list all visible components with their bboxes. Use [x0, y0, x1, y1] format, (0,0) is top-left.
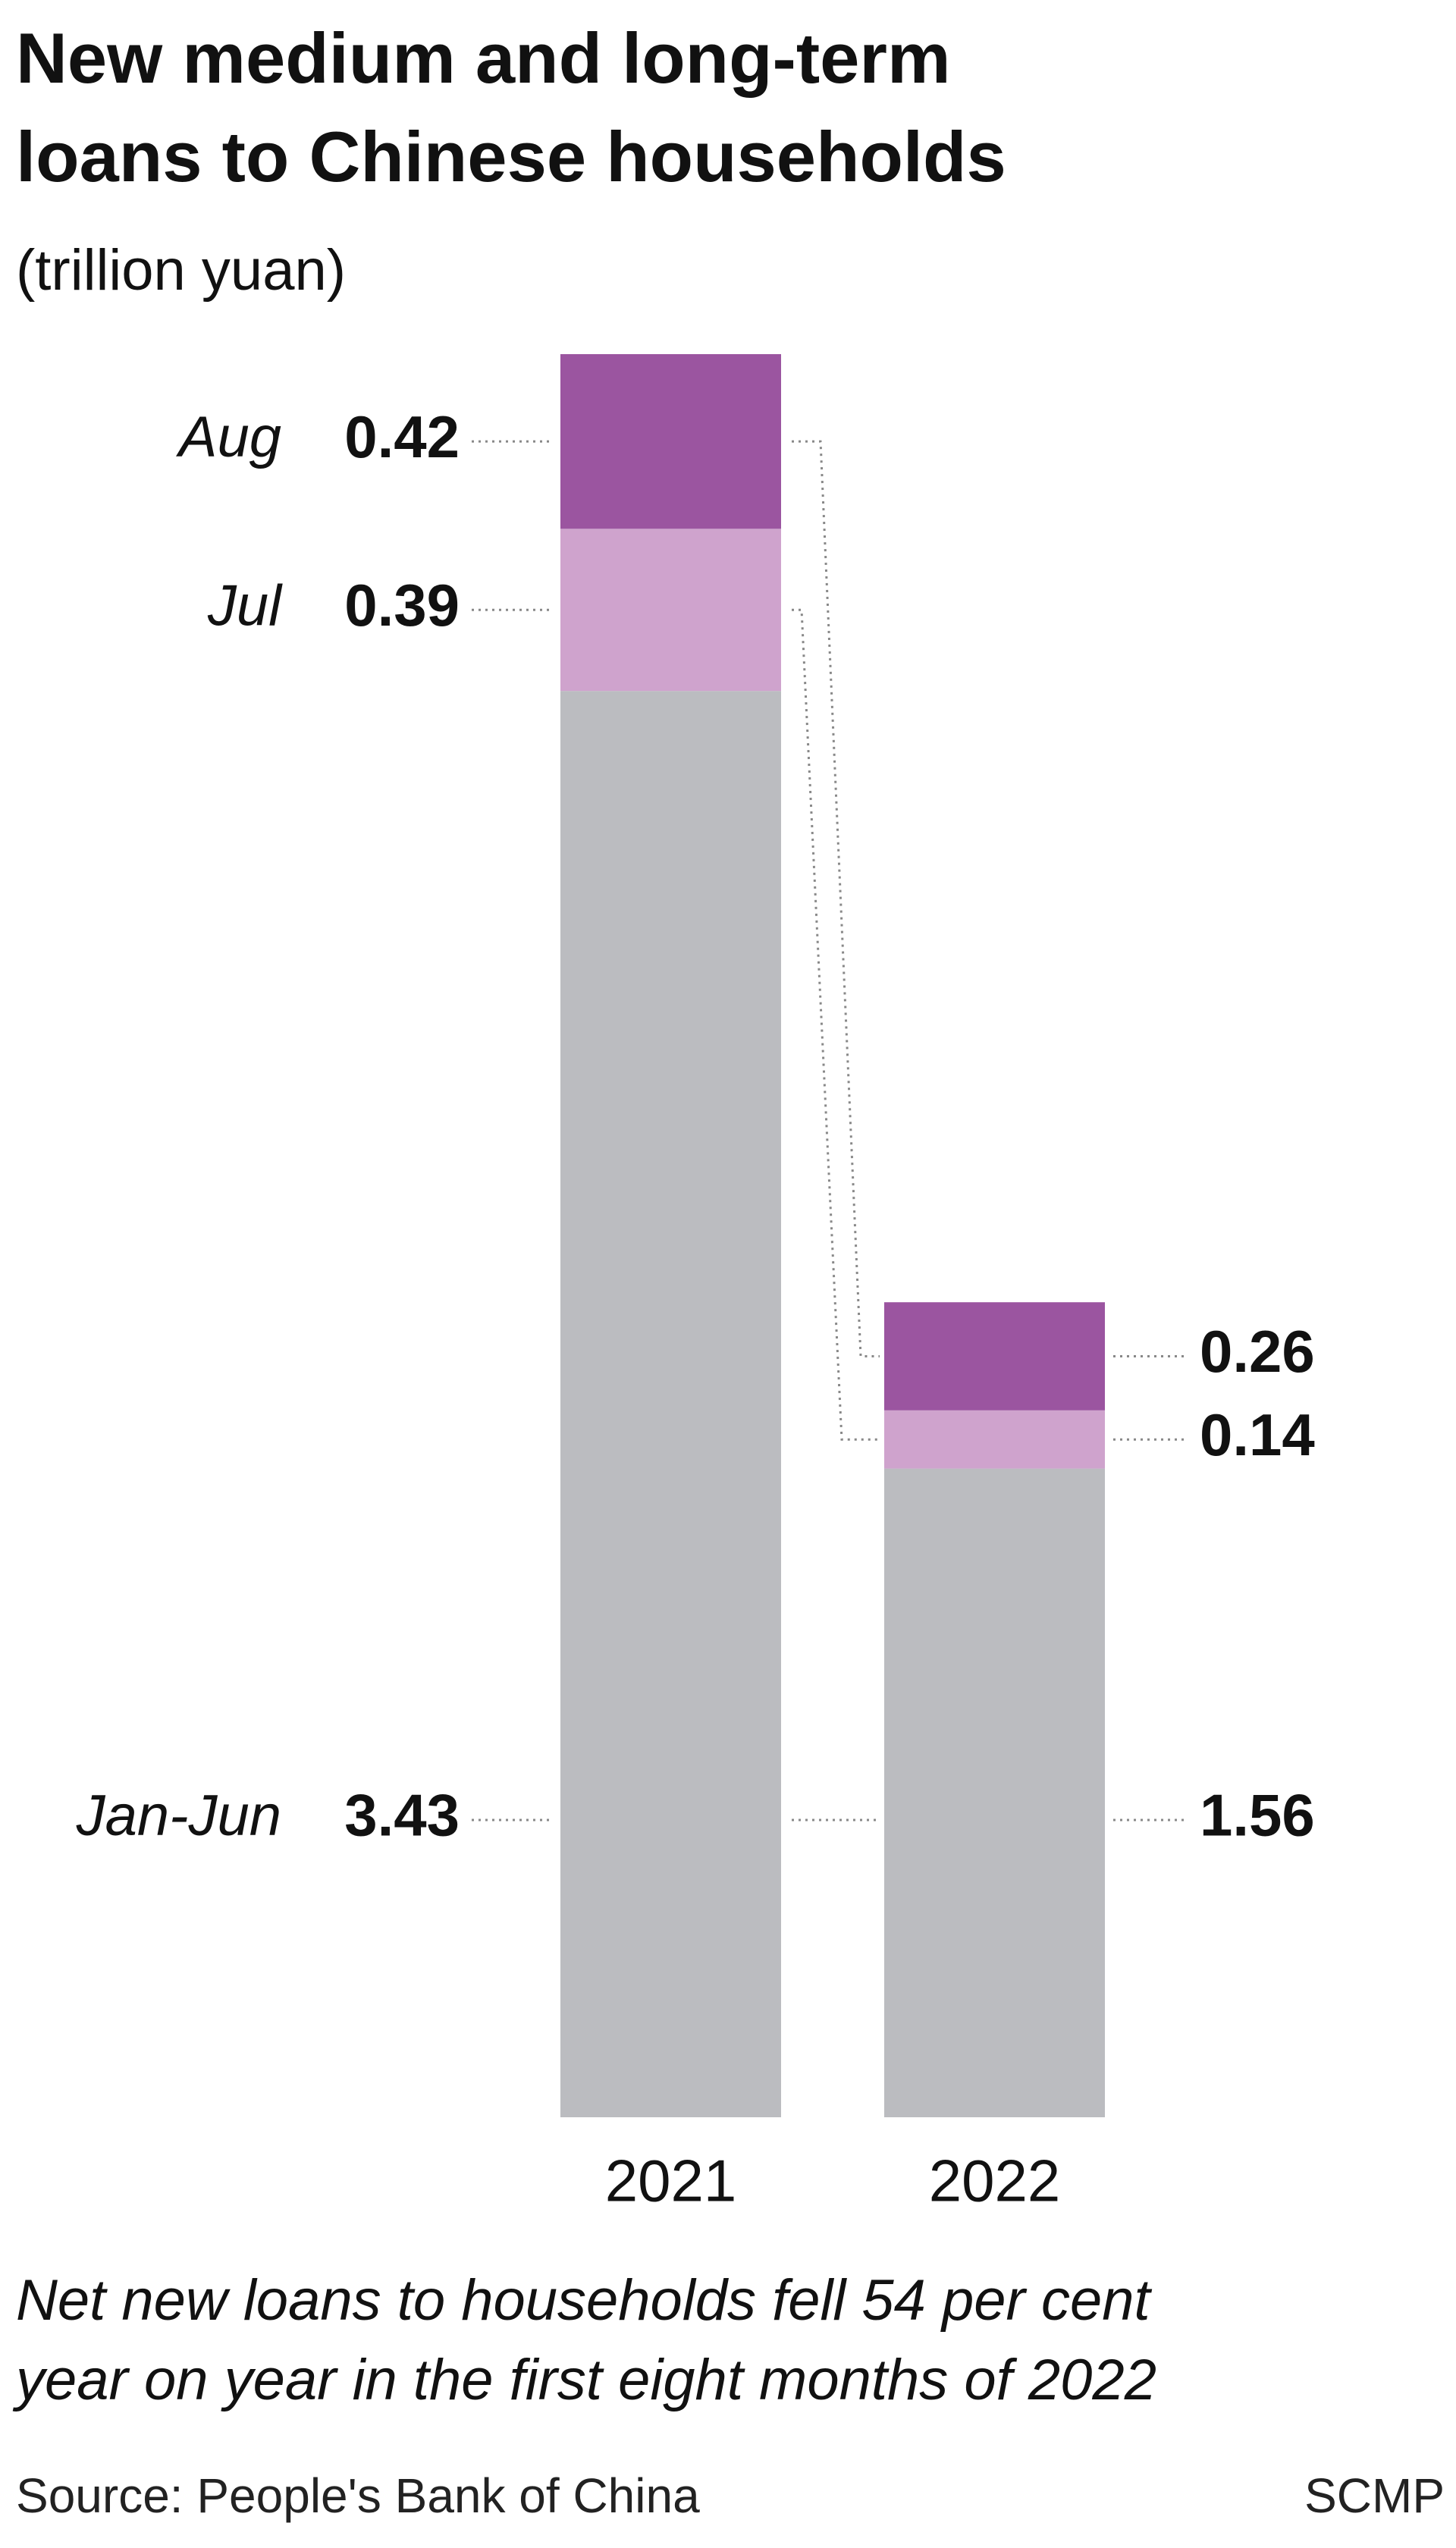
bar-segment [884, 1302, 1105, 1410]
chart-subtitle: (trillion yuan) [16, 238, 346, 303]
bar-segment [560, 691, 781, 2117]
series-label: Aug [176, 405, 281, 469]
series-label: Jan-Jun [76, 1784, 281, 1848]
value-label: 0.39 [344, 572, 460, 639]
value-label: 3.43 [344, 1782, 460, 1849]
bar-segment [884, 1410, 1105, 1469]
chart-title: New medium and long-term [16, 18, 951, 98]
credit: SCMP [1304, 2468, 1445, 2523]
bar-segment [560, 529, 781, 692]
series-label: Jul [207, 573, 283, 638]
chart-title: loans to Chinese households [16, 117, 1006, 196]
bar-segment [560, 354, 781, 529]
bar-segment [884, 1468, 1105, 2117]
connector [792, 440, 880, 1358]
x-tick-label: 2021 [605, 2148, 737, 2214]
x-tick-label: 2022 [929, 2148, 1061, 2214]
source: Source: People's Bank of China [16, 2468, 700, 2523]
value-label: 0.14 [1200, 1401, 1315, 1468]
note: Net new loans to households fell 54 per … [16, 2268, 1153, 2333]
connector [792, 608, 880, 1441]
value-label: 1.56 [1200, 1782, 1315, 1849]
value-label: 0.26 [1200, 1318, 1315, 1385]
value-label: 0.42 [344, 403, 460, 470]
note: year on year in the first eight months o… [12, 2348, 1156, 2412]
